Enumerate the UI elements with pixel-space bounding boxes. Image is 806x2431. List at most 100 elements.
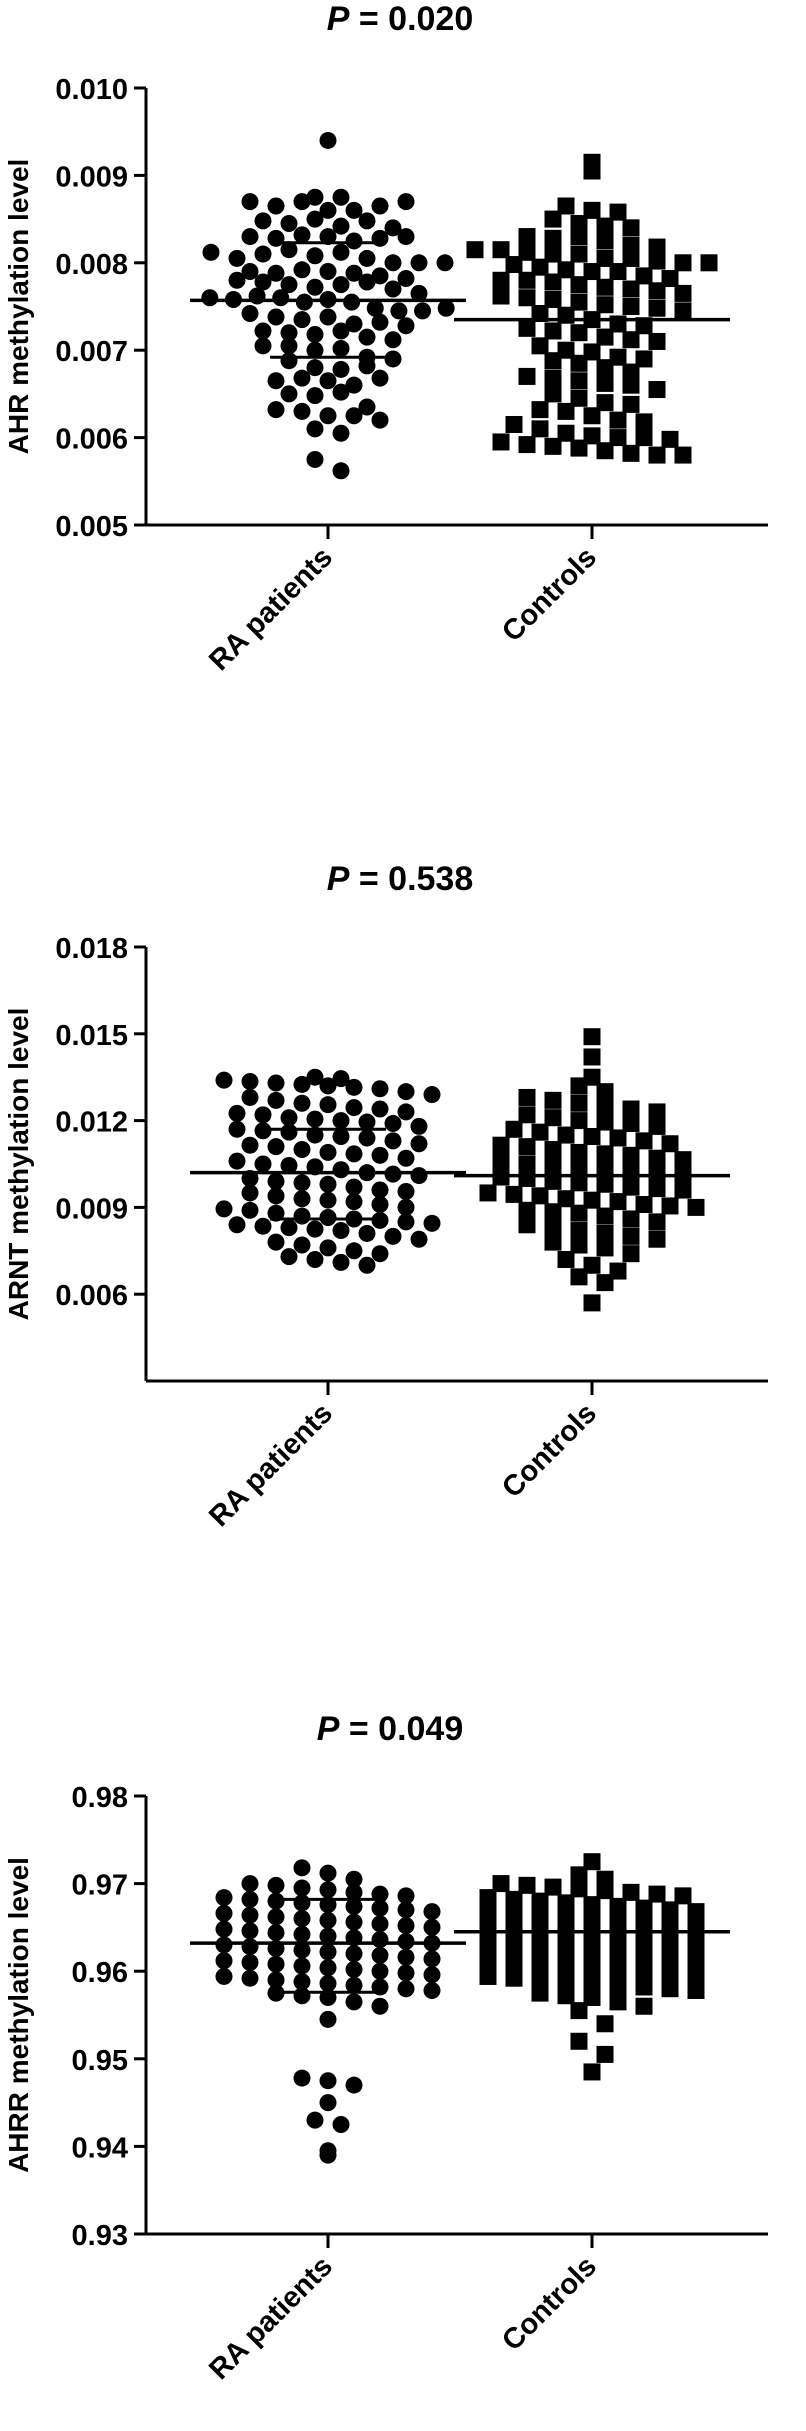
data-point [544, 1156, 562, 1174]
data-point [254, 245, 272, 263]
data-point [215, 1936, 233, 1954]
y-tick-label: 0.009 [55, 1193, 128, 1225]
data-point [492, 433, 510, 451]
data-point [366, 299, 384, 317]
data-point [570, 1236, 588, 1254]
data-point [570, 214, 588, 232]
data-point [293, 369, 311, 387]
data-point [557, 1910, 575, 1928]
y-axis-label: AHRR methylation level [3, 1857, 34, 2173]
data-point [518, 1201, 536, 1219]
data-point [267, 1187, 285, 1205]
data-point [661, 430, 679, 448]
data-point [648, 1180, 666, 1198]
data-point [436, 254, 454, 272]
data-point [557, 197, 575, 215]
data-point [596, 278, 614, 296]
data-point [267, 401, 285, 419]
data-point [674, 284, 692, 302]
data-point [384, 280, 402, 298]
data-point [280, 1156, 298, 1174]
data-point [583, 1294, 601, 1312]
data-point [596, 394, 614, 412]
data-point [293, 1859, 311, 1877]
data-point [332, 2116, 350, 2133]
data-point [557, 1126, 575, 1144]
data-point [254, 212, 272, 230]
data-point [293, 1190, 311, 1208]
data-point [306, 210, 324, 228]
data-point [241, 1201, 259, 1219]
data-point [358, 328, 376, 346]
data-point [397, 317, 415, 335]
data-point [570, 293, 588, 311]
data-point [345, 1993, 363, 2011]
data-point [332, 217, 350, 235]
data-point [293, 1925, 311, 1943]
data-point [583, 407, 601, 425]
data-point [635, 429, 653, 447]
data-point [267, 1074, 285, 1092]
data-point [397, 1198, 415, 1216]
data-point [687, 1934, 705, 1952]
data-point [557, 261, 575, 279]
data-point [557, 1941, 575, 1959]
data-point [267, 308, 285, 326]
data-point [544, 385, 562, 403]
data-point [293, 1957, 311, 1975]
chart-panel-3: P = 0.049 0.93 0.94 0.95 0.96 0.97 0.98 AHRR me… [3, 1710, 768, 2386]
y-tick-label: 0.95 [72, 2045, 128, 2077]
data-point [570, 1158, 588, 1176]
data-point [293, 1894, 311, 1912]
chart-title-value: = 0.049 [339, 1710, 463, 1748]
data-point [397, 1964, 415, 1982]
data-point [228, 1120, 246, 1138]
data-point [397, 1980, 415, 1998]
data-point [570, 1268, 588, 1286]
data-point [241, 1088, 259, 1106]
data-point [505, 1938, 523, 1956]
data-point [596, 1113, 614, 1131]
data-point [583, 1911, 601, 1929]
data-point [570, 1866, 588, 1884]
data-point [570, 324, 588, 342]
data-point [570, 389, 588, 407]
data-point [557, 1987, 575, 2005]
data-point [570, 276, 588, 294]
data-point [596, 1274, 614, 1292]
data-point [622, 444, 640, 462]
y-tick-label: 0.012 [55, 1107, 128, 1139]
data-point [557, 402, 575, 420]
data-point [544, 352, 562, 370]
y-axis-label: ARNT methylation level [3, 1008, 34, 1321]
data-point [228, 1104, 246, 1122]
data-point [280, 276, 298, 294]
data-point [687, 1198, 705, 1216]
data-point [557, 1957, 575, 1975]
data-point [596, 374, 614, 392]
data-point [332, 1161, 350, 1179]
data-point [254, 273, 272, 291]
data-point [241, 1938, 259, 1956]
data-point [505, 1969, 523, 1987]
data-point [505, 256, 523, 274]
data-point [544, 322, 562, 340]
data-point [345, 1897, 363, 1915]
data-point [267, 1892, 285, 1910]
data-point [570, 1112, 588, 1130]
data-point [397, 193, 415, 211]
data-point [306, 2111, 324, 2129]
data-point [345, 1913, 363, 1931]
data-point [272, 289, 290, 307]
data-point [371, 1899, 389, 1917]
data-point [332, 383, 350, 401]
data-point [371, 229, 389, 247]
chart-title-p: P [327, 860, 350, 898]
data-point [635, 1899, 653, 1917]
x-tick-label: RA patients [203, 541, 339, 677]
data-point [570, 1204, 588, 1222]
data-point [371, 1997, 389, 2015]
data-point [306, 325, 324, 343]
